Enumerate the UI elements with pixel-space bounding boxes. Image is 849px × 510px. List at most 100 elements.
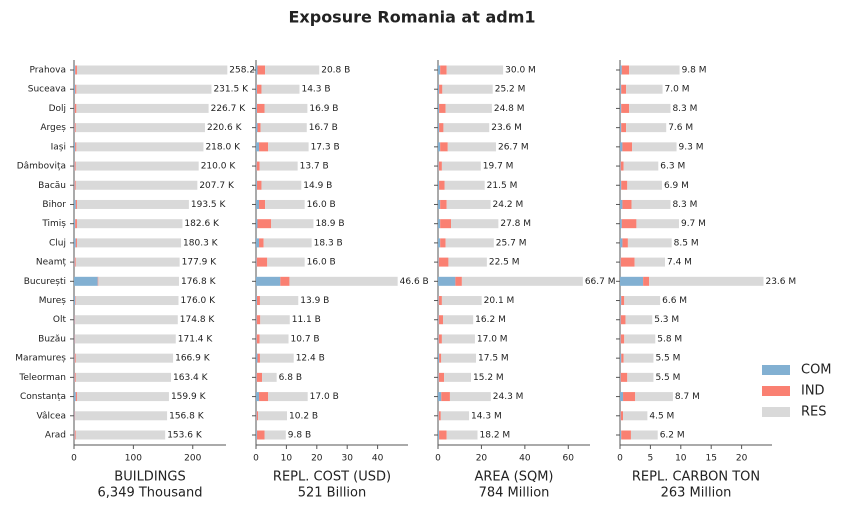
bar-label: 14.9 B [303, 181, 332, 191]
bar-label: 23.6 M [765, 277, 796, 287]
bar-segment [75, 238, 77, 248]
bar-segment [256, 353, 258, 363]
bar-segment [629, 103, 671, 113]
bar-segment [635, 392, 673, 402]
bar-segment [256, 315, 261, 325]
bar-segment [74, 315, 76, 325]
bar-segment [620, 372, 621, 382]
bar-segment [256, 180, 257, 190]
bar-segment [75, 334, 176, 344]
bar-segment [446, 199, 491, 209]
bar-segment [262, 372, 277, 382]
bar-label: 5.5 M [655, 354, 680, 364]
bar-segment [265, 65, 320, 75]
bar-segment [620, 257, 635, 267]
bar-segment [627, 238, 672, 248]
bar-segment [74, 219, 76, 229]
bar-label: 171.4 K [178, 334, 214, 344]
x-tick-label: 20 [311, 454, 323, 464]
bar-segment [438, 161, 439, 171]
bar-segment [440, 199, 447, 209]
bar-segment [259, 334, 289, 344]
bar-label: 153.6 K [167, 431, 203, 441]
x-tick-label: 20 [736, 454, 748, 464]
bar-label: 7.0 M [665, 85, 690, 95]
bar-label: 231.5 K [213, 85, 249, 95]
bar-segment [440, 238, 446, 248]
bar-label: 166.9 K [175, 354, 211, 364]
legend-swatch [762, 386, 790, 396]
bar-segment [441, 392, 450, 402]
bar-segment [76, 103, 209, 113]
bar-segment [74, 161, 76, 171]
bar-segment [74, 315, 75, 325]
bar-label: 16.7 B [309, 123, 338, 133]
bar-segment [256, 257, 257, 267]
bar-segment [626, 84, 663, 94]
bar-segment [620, 296, 622, 306]
bar-segment [620, 276, 644, 286]
bar-segment [256, 84, 262, 94]
bar-segment [440, 219, 452, 229]
bar-segment [74, 353, 75, 363]
y-tick-label: Suceava [28, 85, 66, 95]
bar-segment [74, 372, 75, 382]
bar-segment [75, 180, 198, 190]
bar-segment [268, 142, 309, 152]
bar-label: 24.2 M [493, 200, 524, 210]
bar-label: 159.9 K [171, 392, 207, 402]
bar-segment [261, 180, 302, 190]
x-tick-label: 40 [519, 454, 531, 464]
bar-segment [643, 276, 650, 286]
bar-label: 19.7 M [483, 162, 514, 172]
bar-label: 16.2 M [475, 315, 506, 325]
bar-label: 25.2 M [495, 85, 526, 95]
bar-segment [438, 180, 440, 190]
bar-segment [438, 65, 441, 75]
bar-label: 5.8 M [657, 334, 682, 344]
bar-segment [461, 276, 583, 286]
x-axis-label: AREA (SQM) [474, 470, 553, 485]
bar-segment [620, 334, 625, 344]
bar-label: 220.6 K [207, 123, 243, 133]
y-tick-label: Neamț [36, 258, 67, 268]
y-tick-label: Bihor [42, 200, 66, 210]
bar-segment [621, 180, 628, 190]
bar-segment [438, 296, 439, 306]
bar-segment [438, 103, 440, 113]
bar-label: 163.4 K [173, 373, 209, 383]
bar-segment [256, 103, 265, 113]
bar-segment [636, 219, 679, 229]
bar-segment [259, 392, 269, 402]
bar-label: 66.7 M [585, 277, 616, 287]
bar-segment [438, 430, 440, 440]
y-tick-label: Dolj [49, 104, 66, 114]
x-tick-label: 30 [341, 454, 353, 464]
bar-segment [439, 353, 442, 363]
bar-segment [442, 315, 474, 325]
legend-label: IND [801, 384, 825, 399]
bar-segment [438, 392, 442, 402]
bar-segment [289, 276, 398, 286]
bar-label: 9.8 M [682, 66, 707, 76]
bar-segment [75, 84, 77, 94]
bar-label: 14.3 B [301, 85, 330, 95]
bar-segment [621, 296, 625, 306]
bar-label: 25.7 M [496, 238, 527, 248]
bar-segment [634, 257, 665, 267]
bar-segment [621, 430, 631, 440]
bar-segment [256, 161, 257, 171]
bar-label: 20.1 M [484, 296, 515, 306]
bar-segment [442, 84, 493, 94]
bar-segment [441, 334, 475, 344]
bar-segment [438, 411, 439, 421]
bar-segment [74, 430, 75, 440]
y-tick-label: Mureș [39, 296, 67, 306]
bar-segment [74, 65, 76, 75]
bar-segment [256, 276, 281, 286]
bar-segment [620, 315, 626, 325]
y-tick-label: Olt [53, 315, 67, 325]
x-tick-label: 0 [71, 454, 77, 464]
bar-segment [259, 296, 299, 306]
y-tick-label: Maramureș [15, 354, 66, 364]
